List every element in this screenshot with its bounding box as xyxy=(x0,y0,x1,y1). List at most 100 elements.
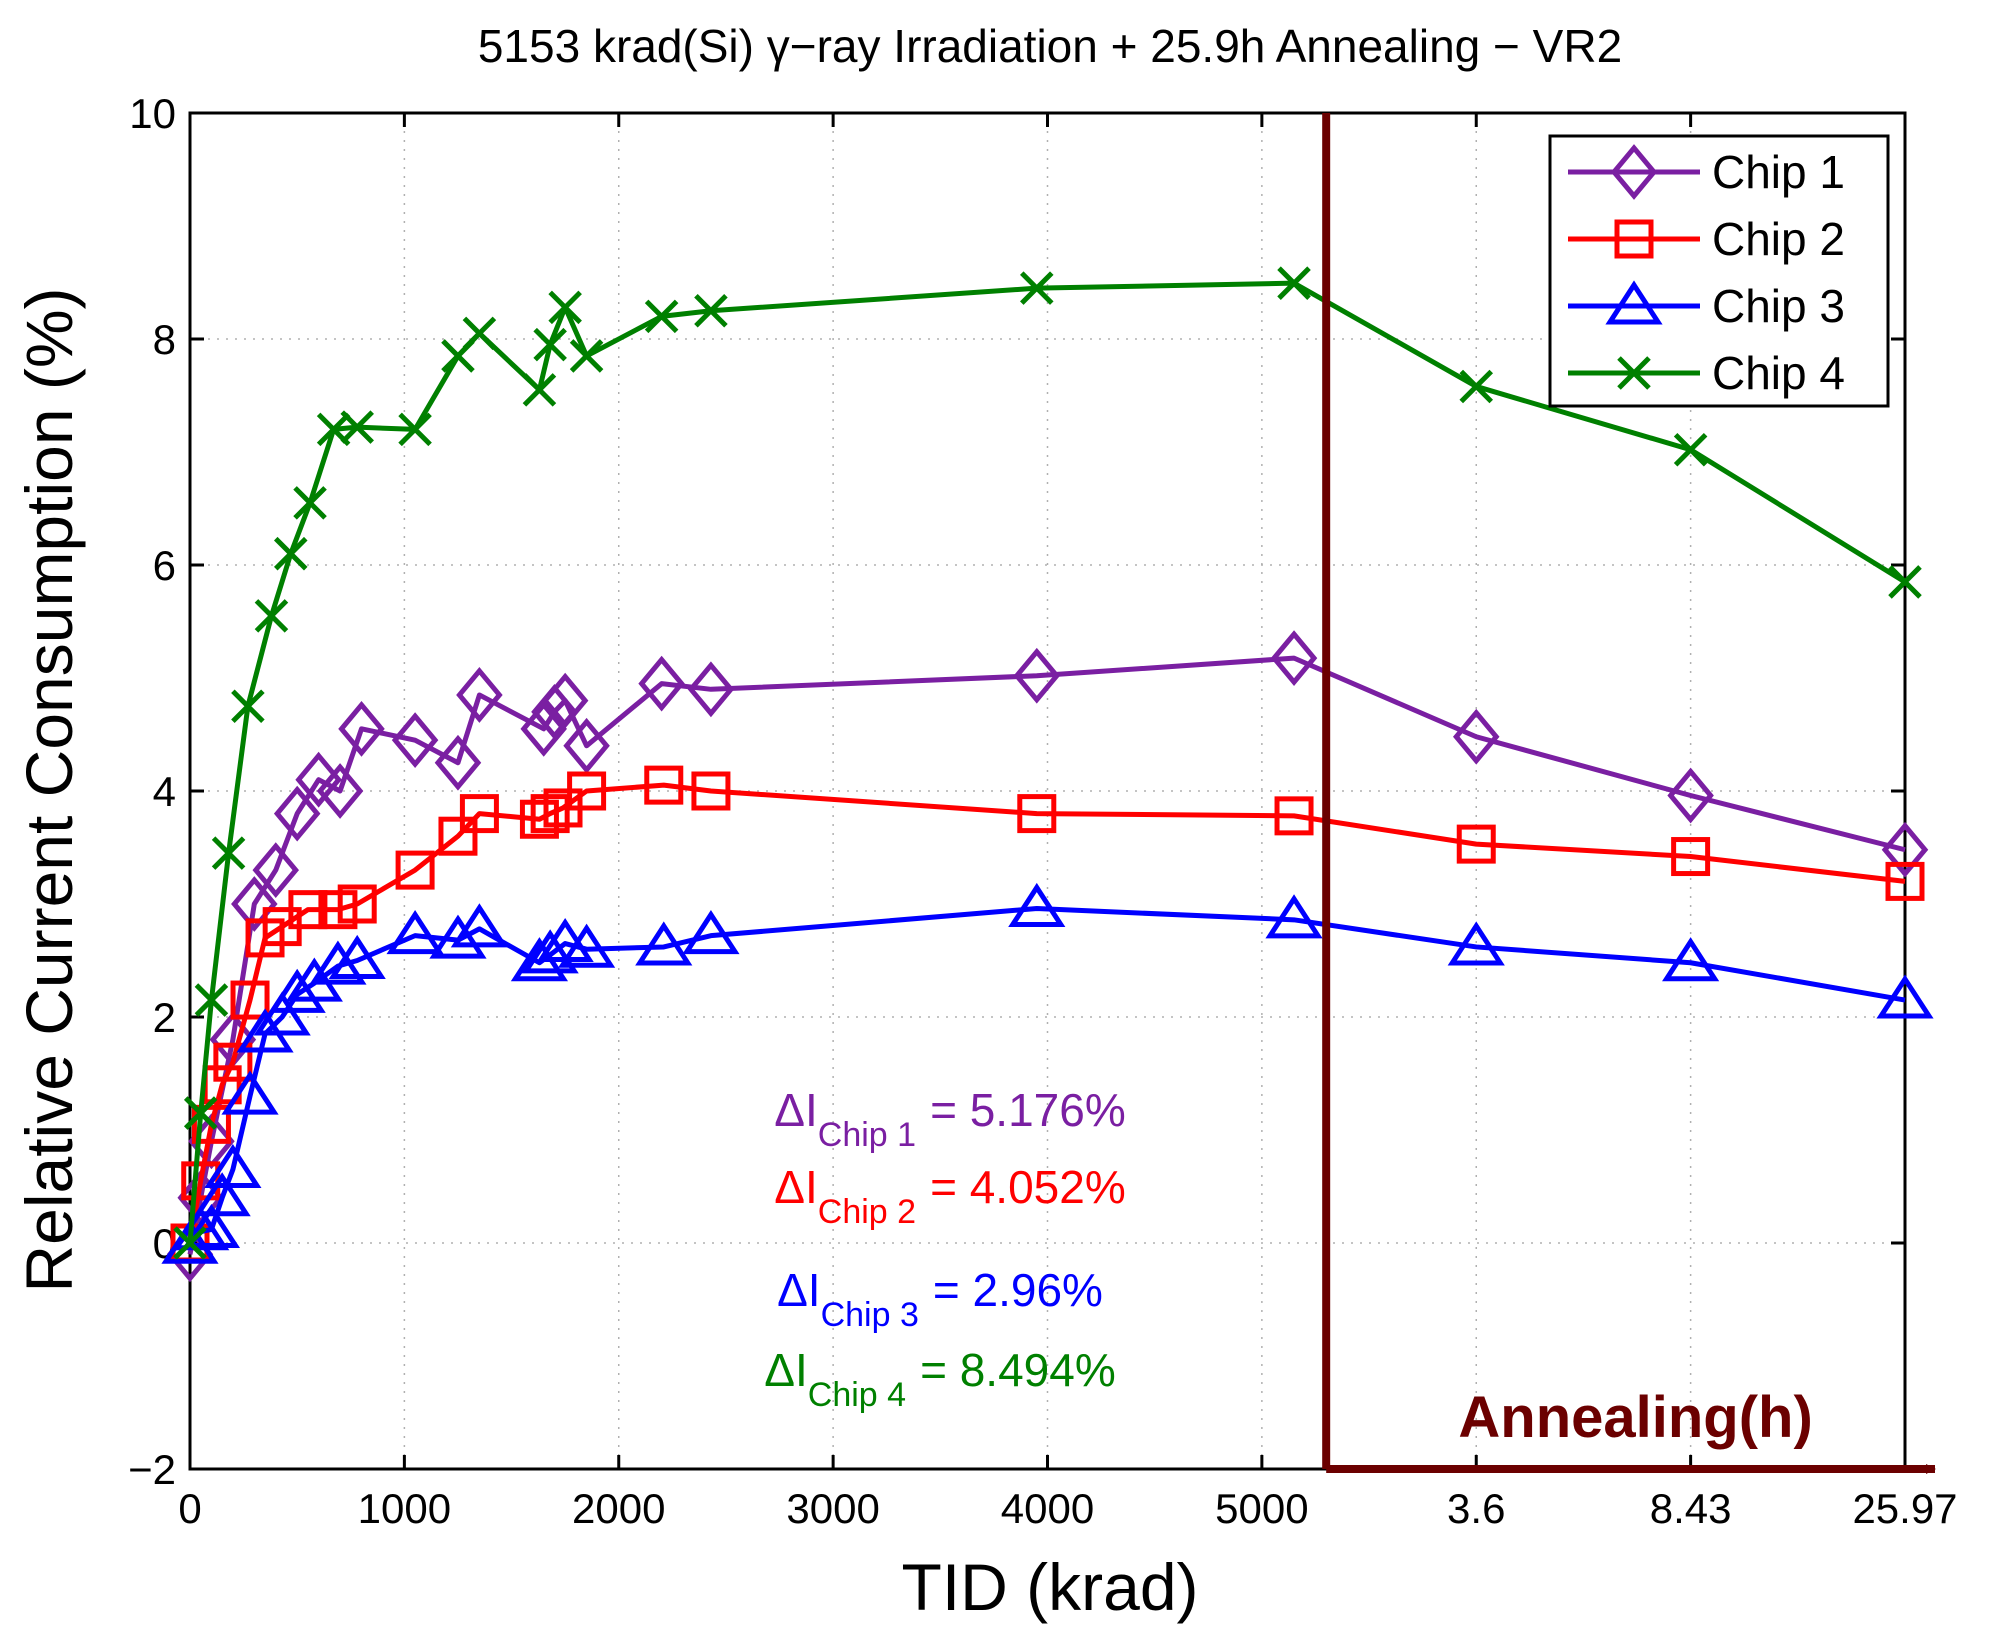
data-point xyxy=(1265,894,1323,939)
data-point xyxy=(211,836,246,870)
data-point xyxy=(521,929,579,974)
data-point xyxy=(253,991,311,1036)
data-point xyxy=(694,293,728,328)
data-point xyxy=(273,785,321,842)
data-point xyxy=(252,842,300,899)
legend-item: Chip 2 xyxy=(1568,213,1845,265)
annotation-chip-2: ΔIChip 2 = 4.052% xyxy=(774,1161,1125,1231)
data-point xyxy=(519,799,559,839)
data-point xyxy=(337,884,377,924)
y-tick-label: −2 xyxy=(128,1446,176,1493)
data-point xyxy=(1008,882,1066,928)
annotation-chip-1: ΔIChip 1 = 5.176% xyxy=(774,1084,1125,1154)
data-point xyxy=(522,373,557,407)
data-point xyxy=(691,771,731,811)
data-point xyxy=(1459,369,1494,404)
data-point xyxy=(1020,271,1054,305)
legend-label: Chip 4 xyxy=(1712,347,1845,399)
legend-marker xyxy=(1614,219,1654,259)
legend-item: Chip 4 xyxy=(1568,347,1845,399)
data-point xyxy=(398,412,432,447)
series-line xyxy=(187,782,1906,1244)
data-point xyxy=(1881,821,1929,878)
data-point xyxy=(687,661,735,718)
x-axis-label: TID (krad) xyxy=(902,1550,1199,1624)
data-point xyxy=(638,655,685,712)
data-point xyxy=(1270,630,1318,687)
data-point xyxy=(450,903,509,948)
data-point xyxy=(533,327,567,362)
data-point xyxy=(1888,565,1922,599)
data-point xyxy=(328,934,386,979)
data-point xyxy=(183,1096,218,1130)
x-tick-label: 1000 xyxy=(358,1485,451,1532)
data-point xyxy=(1673,432,1708,467)
data-point xyxy=(1017,794,1057,834)
data-point xyxy=(459,794,499,834)
x-tick-label: 25.97 xyxy=(1852,1485,1957,1532)
data-point xyxy=(293,486,327,520)
y-tick-label: 10 xyxy=(129,90,176,137)
legend-box xyxy=(1548,134,1890,408)
series-chip-2 xyxy=(170,765,1925,1263)
data-point xyxy=(569,339,604,373)
legend-label: Chip 1 xyxy=(1712,146,1845,198)
data-point xyxy=(340,410,374,444)
x-tick-label: 3000 xyxy=(786,1485,879,1532)
y-tick-label: 2 xyxy=(153,994,176,1041)
data-point xyxy=(1452,708,1500,765)
data-point xyxy=(231,689,265,724)
data-point xyxy=(1885,861,1925,901)
data-point xyxy=(520,700,567,757)
data-point xyxy=(288,890,328,930)
data-point xyxy=(221,1070,279,1115)
data-point xyxy=(644,299,679,334)
data-point xyxy=(173,1226,207,1260)
data-point xyxy=(429,914,487,959)
data-point xyxy=(338,700,385,757)
data-point xyxy=(557,923,616,968)
data-point xyxy=(1013,647,1061,704)
y-tick-label: 8 xyxy=(153,316,176,363)
x-tick-label: 5000 xyxy=(1215,1485,1308,1532)
data-point xyxy=(213,1042,253,1082)
x-tick-label: 3.6 xyxy=(1447,1485,1505,1532)
legend-marker xyxy=(1605,280,1663,325)
data-point xyxy=(563,717,610,774)
axis-ticks: 0 1000 2000 3000 4000 5000 3.6 8.43 25.97−202468… xyxy=(128,90,1957,1532)
data-point xyxy=(682,910,740,955)
data-point xyxy=(1447,921,1505,966)
data-point xyxy=(204,1143,262,1189)
data-point xyxy=(1662,937,1720,982)
y-tick-label: 4 xyxy=(153,768,176,815)
data-point xyxy=(1274,796,1314,836)
data-point xyxy=(309,940,367,985)
series-chip-4 xyxy=(173,266,1922,1260)
data-point xyxy=(273,536,308,571)
data-point xyxy=(530,794,570,834)
data-point xyxy=(644,765,684,805)
legend-marker xyxy=(1617,356,1651,390)
data-point xyxy=(1277,266,1311,300)
x-tick-label: 0 xyxy=(178,1485,201,1532)
series-group xyxy=(161,266,1934,1283)
legend-item: Chip 1 xyxy=(1568,144,1845,200)
legend-marker xyxy=(1610,144,1658,200)
chart-title: 5153 krad(Si) γ−ray Irradiation + 25.9h … xyxy=(478,20,1622,72)
data-point xyxy=(1456,824,1496,864)
annotation-chip-4: ΔIChip 4 = 8.494% xyxy=(764,1344,1115,1414)
data-point xyxy=(541,672,589,729)
data-point xyxy=(295,751,342,808)
data-point xyxy=(434,734,482,791)
data-point xyxy=(193,1172,251,1217)
data-point xyxy=(316,763,364,819)
legend-label: Chip 3 xyxy=(1712,280,1845,332)
data-point xyxy=(231,876,278,932)
annealing-label: Annealing(h) xyxy=(1458,1385,1812,1450)
data-point xyxy=(438,816,478,856)
data-point xyxy=(395,850,435,890)
delta-annotations: ΔIChip 1 = 5.176% ΔIChip 2 = 4.052% ΔIChip… xyxy=(764,1084,1125,1414)
data-point xyxy=(567,771,607,811)
x-tick-label: 8.43 xyxy=(1650,1485,1732,1532)
